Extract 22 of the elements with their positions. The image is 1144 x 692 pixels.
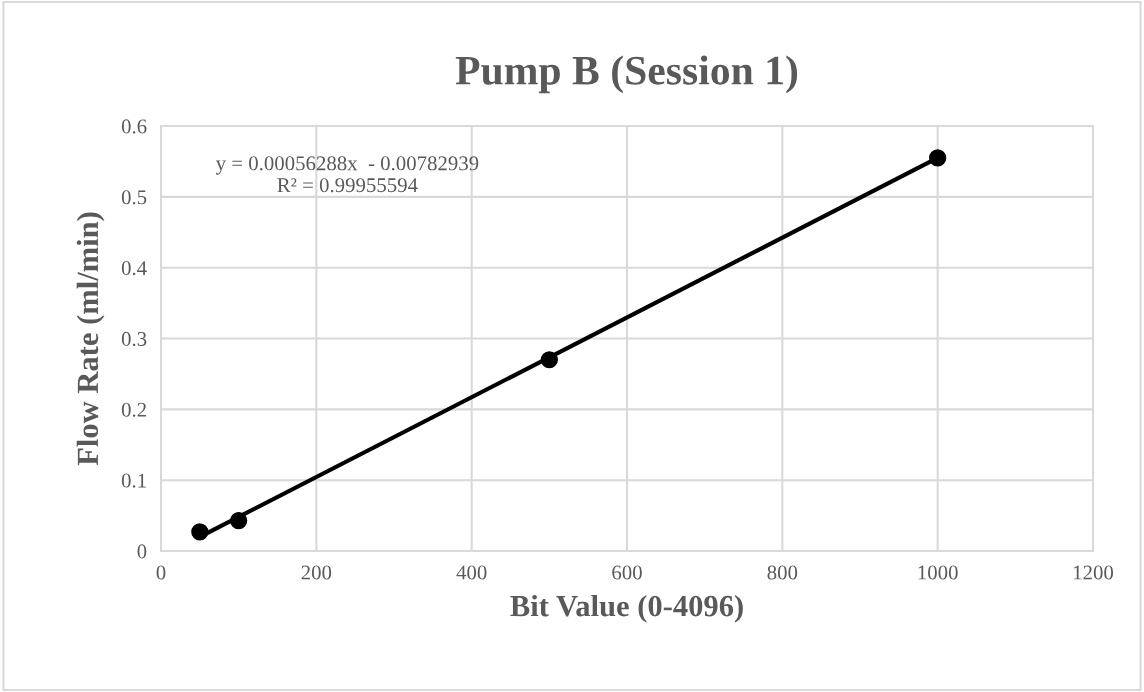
point	[929, 149, 947, 167]
point	[230, 511, 248, 530]
y-tick-label: 0.3	[121, 331, 147, 347]
chart-title: Pump B (Session 1)	[455, 55, 798, 94]
x-tick-label: 800	[767, 565, 798, 580]
x-axis-title: Bit Value (0-4096)	[510, 594, 743, 623]
y-tick-label: 0.6	[121, 119, 147, 134]
y-tick-label: 0.4	[121, 261, 147, 276]
x-tick-label: 200	[301, 565, 332, 580]
point	[540, 351, 558, 369]
y-tick-label: 0.2	[121, 402, 146, 417]
x-tick-label: 0	[156, 565, 166, 580]
y-tick-label: 0.1	[121, 473, 146, 488]
x-tick-label: 400	[456, 565, 487, 580]
point	[191, 523, 209, 541]
x-tick-label: 1200	[1074, 565, 1114, 580]
y-axis-title: Flow Rate (ml/min)	[76, 212, 105, 466]
annotation: y = 0.00056288x - 0.00782939 R² = 0.99955594	[215, 156, 479, 193]
x-tick-label: 600	[612, 565, 642, 580]
y-tick-label: 0.5	[121, 190, 147, 205]
y-tick-label: 0	[137, 544, 147, 559]
x-tick-label: 1000	[918, 565, 958, 580]
